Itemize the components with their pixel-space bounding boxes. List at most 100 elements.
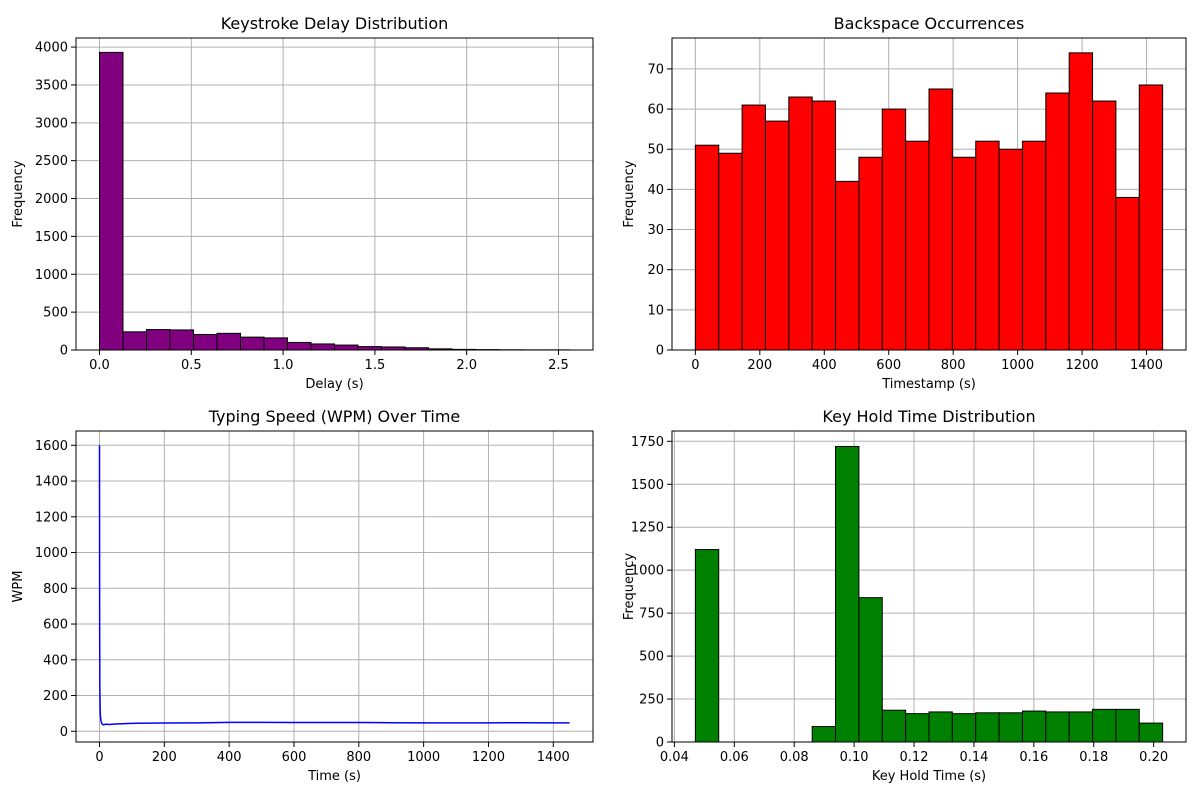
histogram-bar xyxy=(1045,92,1070,351)
x-tick-label: 0 xyxy=(691,358,699,373)
x-tick-label: 0.08 xyxy=(780,750,809,765)
axes-frame xyxy=(671,430,1187,743)
ticks: 0.0 0.5 1.0 1.5 2.0 2.5 0 500 1000 1500 2000 2500 30… xyxy=(35,41,569,373)
histogram-bar xyxy=(240,336,265,351)
histogram-bar xyxy=(287,341,312,351)
ticks: 0 200 400 600 800 1000 1200 1400 0 200 400 600 800 10… xyxy=(35,439,570,765)
ticks: 0.04 0.06 0.08 0.10 0.12 0.14 0.16 0.18 0.20 0 250… xyxy=(631,435,1168,765)
x-tick-label: 800 xyxy=(941,358,966,373)
x-tick-label: 800 xyxy=(346,750,371,765)
histogram-bar xyxy=(975,140,1000,351)
x-tick-label: 0.12 xyxy=(900,750,929,765)
histogram-bar xyxy=(811,100,837,351)
histogram-bar xyxy=(169,329,194,351)
y-axis-label: WPM xyxy=(11,571,26,603)
histogram-bar xyxy=(881,709,907,743)
histogram-bar xyxy=(928,711,953,743)
y-tick-label: 600 xyxy=(43,618,68,633)
x-tick-label: 1000 xyxy=(1001,358,1034,373)
chart-title: Typing Speed (WPM) Over Time xyxy=(208,407,461,426)
y-tick-label: 1000 xyxy=(35,546,68,561)
y-tick-label: 0 xyxy=(60,725,68,740)
y-tick-label: 3000 xyxy=(35,116,68,131)
y-tick-label: 1400 xyxy=(35,475,68,490)
histogram-bar xyxy=(1115,196,1140,351)
y-tick-label: 1000 xyxy=(631,564,664,579)
y-tick-label: 2500 xyxy=(35,154,68,169)
x-axis-label: Timestamp (s) xyxy=(881,377,976,392)
histogram-bar xyxy=(122,331,147,351)
y-tick-label: 10 xyxy=(647,303,664,318)
x-tick-label: 0.04 xyxy=(660,750,689,765)
x-tick-label: 400 xyxy=(812,358,837,373)
x-tick-label: 1400 xyxy=(1130,358,1163,373)
typing-speed-panel: Typing Speed (WPM) Over Time Time (s) WP… xyxy=(11,407,594,784)
histogram-bar xyxy=(858,156,883,351)
x-tick-label: 1200 xyxy=(1066,358,1099,373)
histogram-bar xyxy=(694,144,720,351)
histogram-bar xyxy=(905,140,930,351)
y-tick-label: 1250 xyxy=(631,521,664,536)
histogram-bar xyxy=(357,346,382,351)
line-series xyxy=(98,445,570,726)
y-tick-label: 1000 xyxy=(35,268,68,283)
grid xyxy=(76,431,593,742)
histogram-bar xyxy=(858,597,883,743)
x-tick-label: 2.0 xyxy=(456,358,477,373)
histogram-bar xyxy=(928,88,953,351)
y-tick-label: 2000 xyxy=(35,192,68,207)
ticks: 0 200 400 600 800 1000 1200 1400 0 10 20 30 40 50 60 70 xyxy=(647,62,1163,373)
histogram-bar xyxy=(811,726,837,743)
histogram-bar xyxy=(1021,710,1047,743)
x-tick-label: 1400 xyxy=(537,750,570,765)
x-tick-label: 0.14 xyxy=(959,750,988,765)
y-tick-label: 1600 xyxy=(35,439,68,454)
y-tick-label: 800 xyxy=(43,582,68,597)
histogram-bar xyxy=(718,152,743,351)
x-tick-label: 1.0 xyxy=(273,358,294,373)
histogram-bar xyxy=(216,332,241,351)
histogram-bar xyxy=(975,712,1000,743)
x-tick-label: 0.06 xyxy=(720,750,749,765)
x-tick-label: 0.16 xyxy=(1019,750,1048,765)
x-tick-label: 1200 xyxy=(472,750,505,765)
histogram-bar xyxy=(741,104,766,351)
histogram-bar xyxy=(788,96,813,351)
x-tick-label: 200 xyxy=(152,750,177,765)
x-tick-label: 0.0 xyxy=(89,358,110,373)
y-tick-label: 0 xyxy=(656,736,664,751)
y-tick-label: 20 xyxy=(647,263,664,278)
histogram-bar xyxy=(835,445,860,743)
backspace-panel: Backspace Occurrences Timestamp (s) Freq… xyxy=(622,14,1187,392)
x-tick-label: 400 xyxy=(217,750,242,765)
x-tick-label: 2.5 xyxy=(548,358,569,373)
y-tick-label: 200 xyxy=(43,689,68,704)
y-tick-label: 750 xyxy=(639,607,664,622)
histogram-bar xyxy=(998,148,1023,351)
keystroke-delay-panel: Keystroke Delay Distribution Delay (s) F… xyxy=(11,14,594,392)
y-tick-label: 4000 xyxy=(35,41,68,56)
x-tick-label: 0.20 xyxy=(1139,750,1168,765)
x-tick-label: 0 xyxy=(95,750,103,765)
y-tick-label: 0 xyxy=(656,344,664,359)
histogram-bar xyxy=(1045,711,1070,743)
x-tick-label: 600 xyxy=(282,750,307,765)
axes-frame xyxy=(75,430,594,743)
histogram-bar xyxy=(951,156,977,351)
x-tick-label: 0.18 xyxy=(1079,750,1108,765)
bars xyxy=(694,445,1164,743)
y-tick-label: 30 xyxy=(647,223,664,238)
y-tick-label: 250 xyxy=(639,693,664,708)
histogram-bar xyxy=(310,343,335,351)
histogram-bar xyxy=(1092,708,1117,743)
histogram-bar xyxy=(1021,140,1047,351)
histogram-bar xyxy=(193,333,218,351)
histogram-bar xyxy=(1138,84,1164,351)
key-hold-panel: Key Hold Time Distribution Key Hold Time… xyxy=(622,407,1187,784)
x-tick-label: 0.5 xyxy=(181,358,202,373)
histogram-bar xyxy=(881,108,907,351)
histogram-bar xyxy=(998,712,1023,743)
histogram-bar xyxy=(1068,52,1094,351)
histogram-bar xyxy=(764,120,790,351)
